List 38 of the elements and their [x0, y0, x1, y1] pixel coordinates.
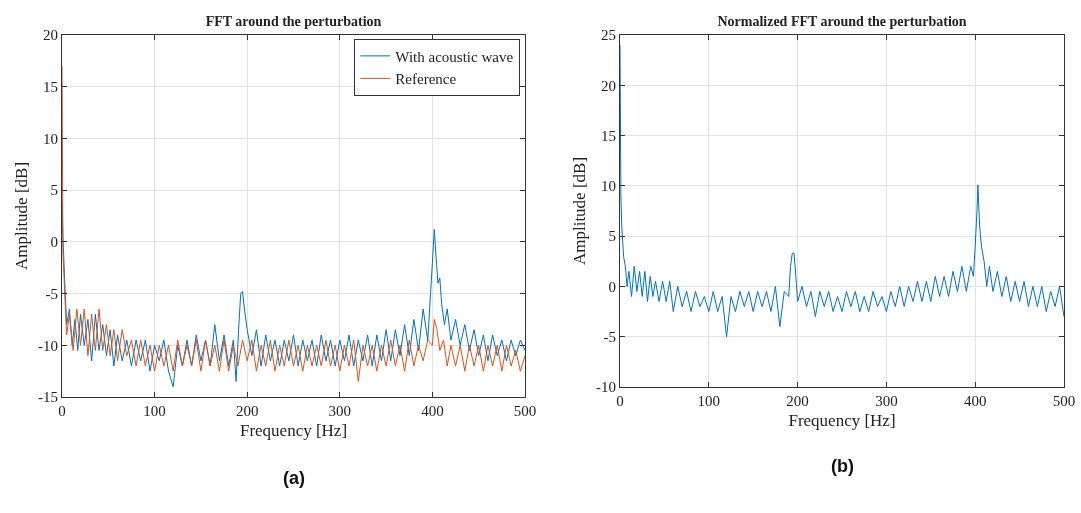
y-tick-label: -10: [596, 379, 616, 396]
y-tick-label: 25: [601, 27, 616, 44]
y-tick-label: 10: [601, 178, 616, 195]
y-tick-label: 0: [50, 234, 58, 251]
text: (a): [283, 468, 305, 488]
x-tick-label: 300: [328, 403, 352, 419]
y-tick-label: 5: [50, 182, 58, 199]
x-tick-label: 400: [421, 403, 444, 419]
x-tick-label: 200: [235, 403, 259, 419]
y-tick-label: 10: [43, 130, 58, 147]
x-axis-title: Frequency [Hz]: [788, 411, 896, 431]
y-tick-label: -5: [45, 285, 58, 302]
x-tick-label: 300: [875, 393, 898, 409]
text: (b): [831, 456, 854, 476]
y-tick-label: 15: [601, 127, 616, 144]
legend-label: With acoustic wave: [395, 48, 514, 65]
y-tick-label: 15: [43, 78, 58, 95]
x-axis-title: Frequency [Hz]: [239, 421, 348, 441]
y-tick-label: 5: [608, 228, 616, 245]
line-series: [620, 44, 1064, 338]
y-tick-label: -5: [603, 328, 616, 345]
y-tick-label: 20: [43, 27, 58, 44]
chart-title: Normalized FFT around the perturbation: [717, 13, 967, 29]
x-tick-label: 100: [143, 403, 166, 419]
y-tick-label: 20: [601, 77, 616, 94]
x-tick-label: 500: [513, 403, 537, 419]
x-tick-label: 100: [697, 393, 721, 409]
y-tick-label: -15: [38, 389, 58, 406]
x-tick-label: 400: [963, 393, 987, 409]
x-tick-label: 500: [1052, 393, 1076, 409]
y-axis-title: Amplitude [dB]: [11, 161, 31, 271]
legend-label: Reference: [395, 71, 457, 88]
chart-title: FFT around the perturbation: [205, 13, 382, 29]
x-tick-label: 200: [786, 393, 809, 409]
y-tick-label: 0: [608, 278, 616, 295]
y-tick-label: -10: [38, 337, 58, 354]
y-axis-title: Amplitude [dB]: [569, 156, 589, 266]
line-series: [62, 65, 525, 382]
